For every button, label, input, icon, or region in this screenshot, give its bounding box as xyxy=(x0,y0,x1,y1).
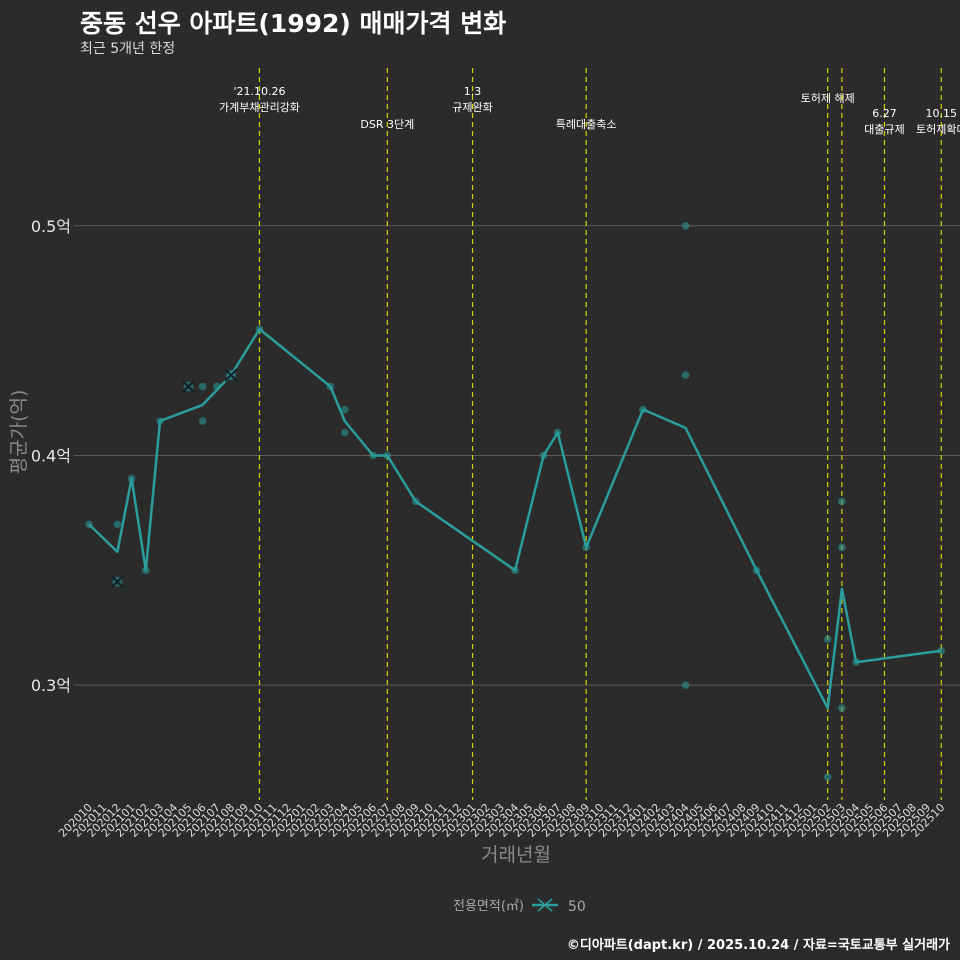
data-point xyxy=(198,382,207,391)
data-point xyxy=(255,325,264,333)
cancelled-marker xyxy=(224,368,238,382)
event-label: 토허제 해제 xyxy=(801,91,855,105)
data-point xyxy=(340,428,349,437)
event-label: 토허제확대 xyxy=(916,123,960,136)
x-axis-title: 거래년월 xyxy=(481,844,551,866)
data-point xyxy=(142,566,150,575)
event-label: DSR 3단계 xyxy=(360,118,414,131)
event-label: 1.3 xyxy=(464,85,482,98)
legend-entry: 50 xyxy=(568,899,586,915)
event-label: 대출규제 xyxy=(864,123,904,136)
chart-subtitle: 최근 5개년 한정 xyxy=(80,41,176,57)
event-label: 10.15 xyxy=(926,107,958,120)
data-point xyxy=(156,417,164,425)
data-point xyxy=(553,428,562,437)
data-point xyxy=(823,635,832,644)
data-point xyxy=(326,382,335,391)
event-label: 특례대출축소 xyxy=(556,118,617,131)
cancelled-marker xyxy=(181,379,196,394)
data-point xyxy=(681,221,690,230)
y-tick-label: 0.4억 xyxy=(31,446,71,465)
data-point xyxy=(340,405,349,414)
data-point xyxy=(838,704,846,712)
event-label: '21.10.26 xyxy=(233,85,285,98)
y-axis-title: 평균가(억) xyxy=(8,390,30,475)
series-line-50 xyxy=(88,327,942,710)
data-point xyxy=(127,474,136,483)
data-point xyxy=(411,497,420,506)
data-point xyxy=(681,681,690,689)
data-point xyxy=(113,520,122,529)
data-point xyxy=(511,566,519,575)
data-point xyxy=(539,451,548,460)
event-label: 6.27 xyxy=(872,107,897,120)
data-point xyxy=(85,520,93,529)
legend-title: 전용면적(㎡) xyxy=(453,899,524,914)
y-tick-label: 0.3억 xyxy=(31,676,71,695)
cancelled-marker xyxy=(110,575,125,589)
data-point xyxy=(681,371,690,379)
data-point xyxy=(838,543,846,552)
data-point xyxy=(582,543,590,552)
data-point xyxy=(838,497,846,506)
data-point xyxy=(198,417,207,425)
data-point xyxy=(937,646,946,655)
chart-title: 중동 선우 아파트(1992) 매매가격 변화 xyxy=(80,9,507,38)
event-label: 가계부채관리강화 xyxy=(219,101,300,114)
source-caption: ©디아파트(dapt.kr) / 2025.10.24 / 자료=국토교통부 실… xyxy=(566,938,950,953)
data-point xyxy=(213,382,221,391)
data-point xyxy=(823,773,832,781)
data-point xyxy=(852,658,860,666)
legend-key-cross xyxy=(537,898,553,912)
data-point xyxy=(383,451,392,460)
data-point xyxy=(639,405,647,414)
data-point xyxy=(752,566,761,575)
data-point xyxy=(369,451,377,460)
y-tick-label: 0.5억 xyxy=(31,217,71,236)
event-label: 규제완화 xyxy=(452,101,492,114)
